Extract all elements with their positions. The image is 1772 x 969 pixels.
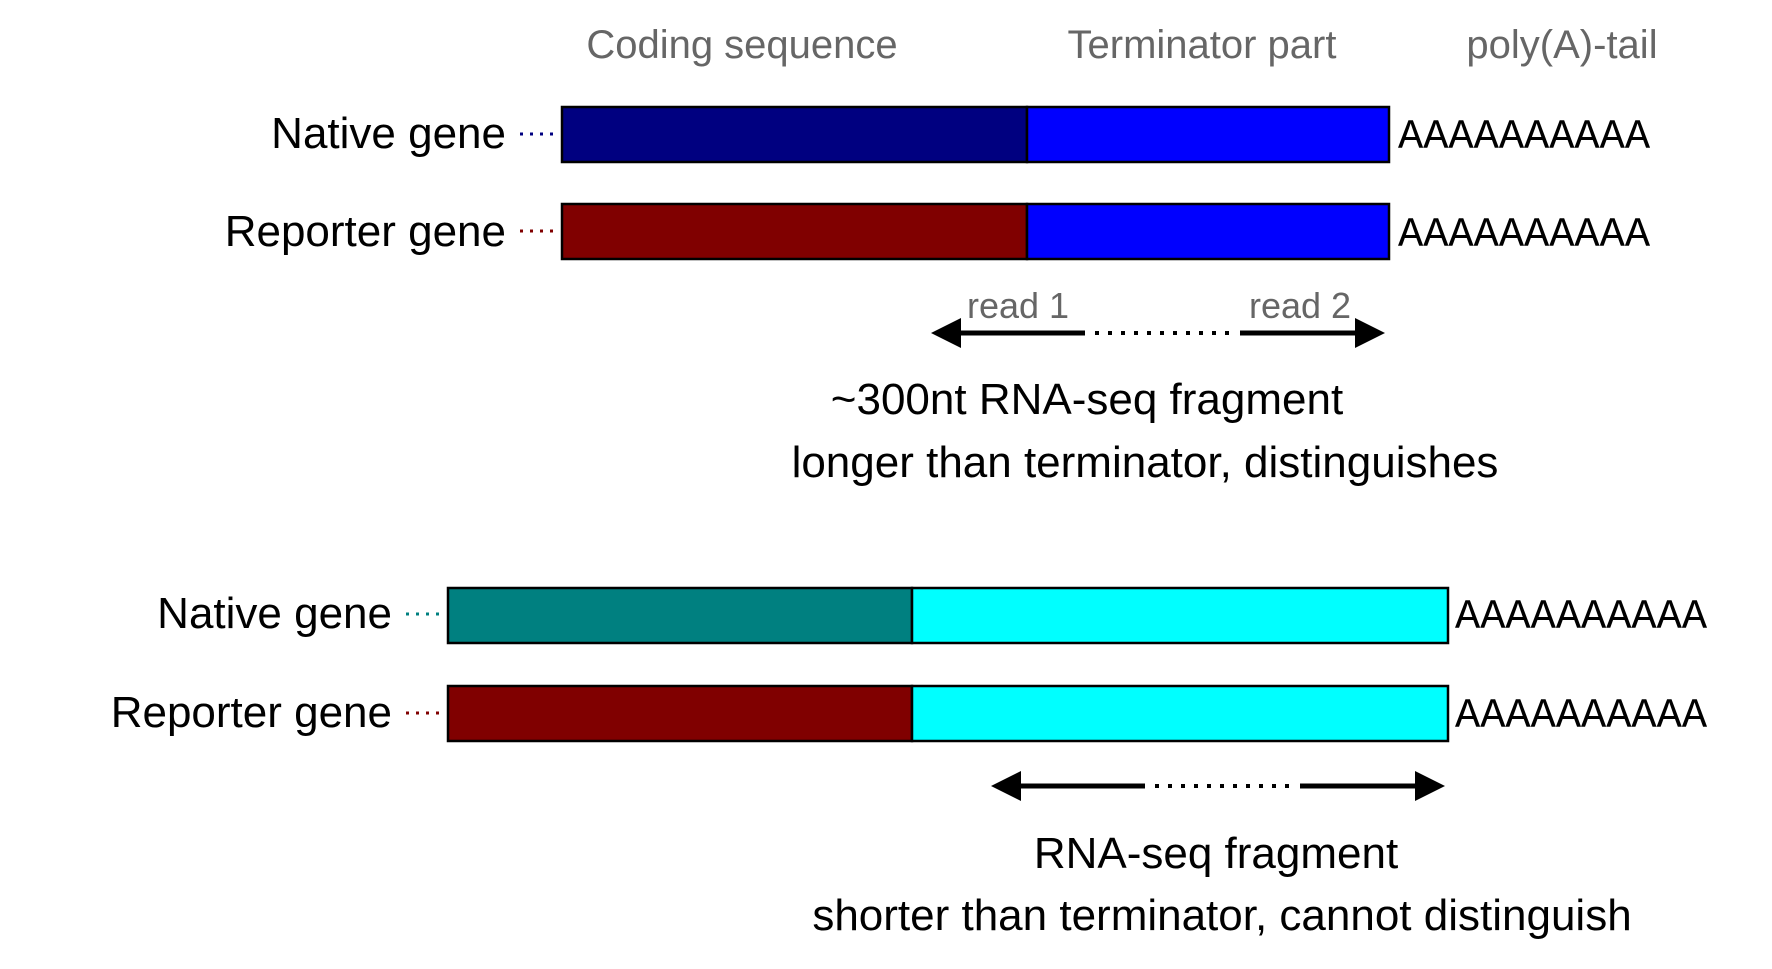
- top-caption-line2: longer than terminator, distinguishes: [792, 438, 1499, 487]
- bottom-caption-line2: shorter than terminator, cannot distingu…: [812, 891, 1631, 940]
- header-terminator-part: Terminator part: [1068, 23, 1337, 67]
- bottom-native-terminator-bar: [910, 586, 1450, 645]
- bottom-native-gene-label: Native gene: [157, 589, 392, 638]
- top-reporter-polya: AAAAAAAAAA: [1398, 211, 1651, 259]
- bottom-native-polya: AAAAAAAAAA: [1455, 593, 1708, 641]
- top-panel: Native gene AAAAAAAAAA Reporter gene AAA…: [225, 105, 1651, 487]
- top-reporter-terminator-bar: [1025, 202, 1391, 261]
- read1-label: read 1: [967, 285, 1069, 326]
- top-native-polya: AAAAAAAAAA: [1398, 113, 1651, 161]
- top-reporter-gene-label: Reporter gene: [225, 207, 506, 256]
- bottom-reporter-coding-bar: [446, 684, 914, 743]
- top-native-coding-bar: [560, 105, 1029, 164]
- bottom-caption-line1: RNA-seq fragment: [1034, 829, 1398, 878]
- top-native-gene-label: Native gene: [271, 109, 506, 158]
- top-caption-line1: ~300nt RNA-seq fragment: [831, 375, 1343, 424]
- bottom-panel: Native gene AAAAAAAAAA Reporter gene AAA…: [111, 586, 1708, 940]
- bottom-reporter-polya: AAAAAAAAAA: [1455, 692, 1708, 740]
- bottom-reporter-terminator-bar: [910, 684, 1450, 743]
- top-reporter-coding-bar: [560, 202, 1029, 261]
- header-coding-sequence: Coding sequence: [586, 23, 897, 67]
- bottom-reporter-gene-label: Reporter gene: [111, 688, 392, 737]
- header-polya-tail: poly(A)-tail: [1466, 23, 1657, 67]
- top-native-terminator-bar: [1025, 105, 1391, 164]
- bottom-native-coding-bar: [446, 586, 914, 645]
- read2-label: read 2: [1249, 285, 1351, 326]
